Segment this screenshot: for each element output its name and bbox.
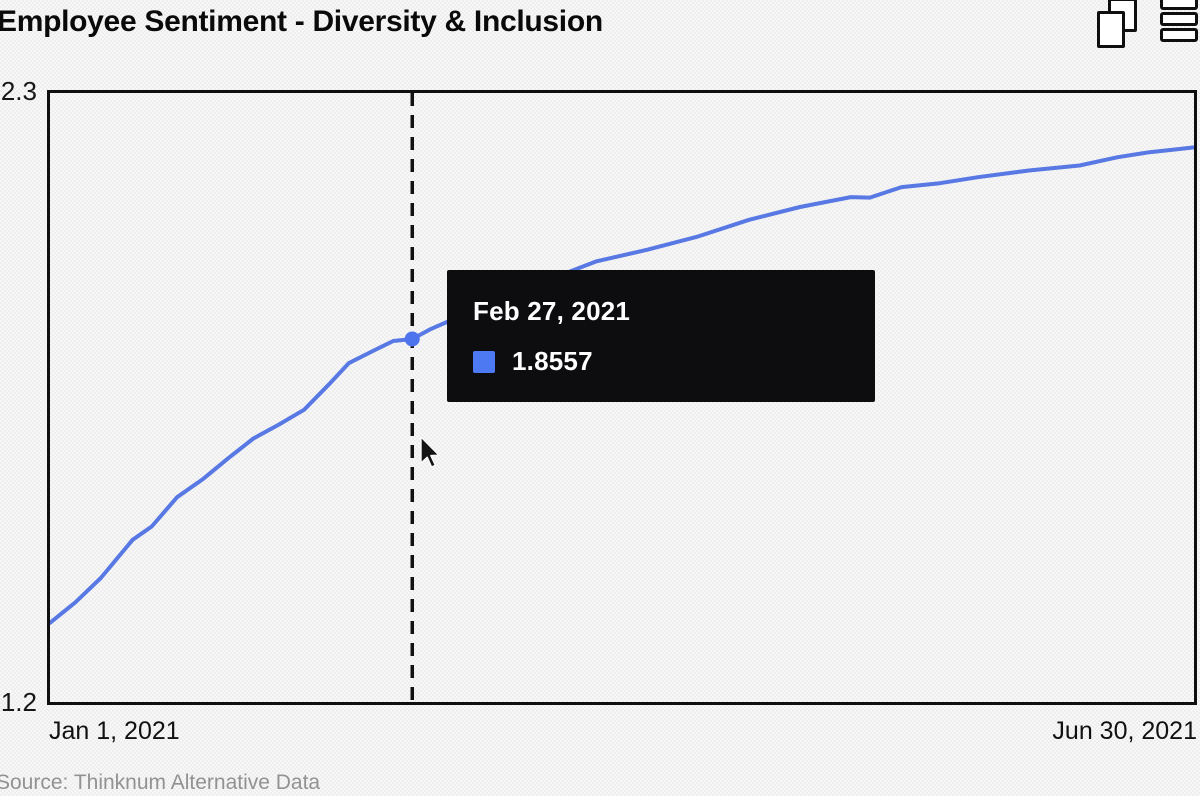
page-title: Employee Sentiment - Diversity & Inclusi… [0,5,603,38]
menu-icon-bar [1160,12,1198,26]
x-axis-end-label: Jun 30, 2021 [1052,717,1197,745]
y-axis-min-label: 1.2 [0,687,37,717]
tooltip-value: 1.8557 [512,346,593,376]
tooltip-series-swatch [473,350,495,373]
source-attribution: Source: Thinknum Alternative Data [0,771,321,794]
y-axis-max-label: 2.3 [0,76,37,106]
tooltip-date: Feb 27, 2021 [473,296,631,326]
menu-icon-bar [1160,0,1198,10]
menu-icon-bar [1160,28,1198,42]
tooltip-value-row: 1.8557 [473,346,593,377]
copy-icon-front-page [1097,11,1125,48]
x-axis-start-label: Jan 1, 2021 [49,717,180,745]
menu-icon[interactable] [1160,0,1198,46]
chart-tooltip: Feb 27, 2021 1.8557 [447,270,875,402]
hover-point [404,331,420,347]
copy-icon[interactable] [1097,0,1141,52]
mouse-cursor-icon [420,436,440,468]
